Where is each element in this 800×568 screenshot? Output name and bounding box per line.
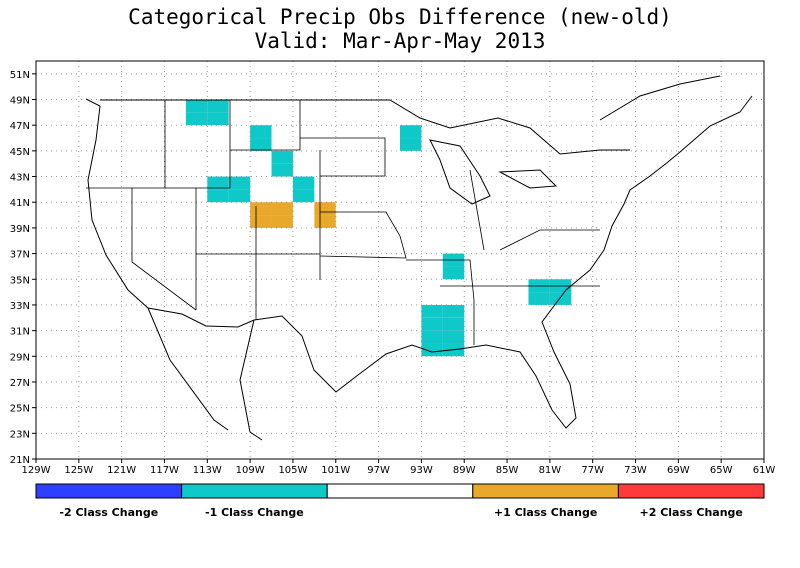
difference-cell	[271, 163, 293, 177]
lat-tick-label: 43N	[10, 173, 30, 184]
lat-tick-label: 39N	[10, 224, 30, 235]
lat-tick-label: 21N	[10, 455, 30, 466]
difference-cell	[421, 343, 443, 357]
baja-california	[147, 307, 229, 431]
legend-label: +1 Class Change	[494, 506, 597, 519]
lat-lon-grid	[35, 61, 765, 460]
lon-tick-label: 113W	[193, 465, 222, 476]
lat-tick-label: 35N	[10, 275, 30, 286]
lon-tick-label: 69W	[667, 465, 690, 476]
difference-cell	[442, 317, 465, 331]
lon-tick-label: 105W	[278, 465, 307, 476]
difference-cell	[549, 292, 572, 305]
difference-cell	[271, 202, 293, 216]
difference-cell	[271, 215, 293, 228]
hudson-bay-coast	[599, 75, 721, 121]
difference-cell	[421, 330, 443, 344]
legend-label: -2 Class Change	[59, 506, 158, 519]
lat-tick-label: 29N	[10, 352, 30, 363]
legend-swatch	[326, 483, 474, 499]
legend-swatch	[181, 483, 328, 499]
difference-cell	[207, 99, 229, 113]
lat-tick-label: 47N	[10, 121, 30, 132]
lon-tick-label: 93W	[410, 465, 433, 476]
lat-tick-label: 23N	[10, 429, 30, 440]
difference-cell	[528, 292, 550, 305]
legend-swatch	[472, 483, 619, 499]
lon-tick-label: 61W	[753, 465, 776, 476]
lat-tick-label: 41N	[10, 198, 30, 209]
difference-cell	[250, 202, 272, 216]
gulf-mexico-coast	[239, 319, 263, 441]
conus-outline	[85, 95, 753, 429]
canada-border	[100, 99, 630, 155]
lon-tick-label: 73W	[624, 465, 647, 476]
difference-cell	[442, 266, 465, 280]
lon-tick-label: 129W	[22, 465, 51, 476]
lon-tick-label: 77W	[581, 465, 604, 476]
lat-tick-label: 37N	[10, 250, 30, 261]
difference-cell	[207, 112, 229, 126]
difference-cell	[314, 202, 336, 216]
legend-label: +2 Class Change	[640, 506, 743, 519]
legend-label: -1 Class Change	[205, 506, 304, 519]
difference-cell	[228, 189, 251, 203]
difference-cell	[442, 304, 465, 318]
difference-cell	[250, 138, 272, 151]
difference-cell	[185, 112, 208, 126]
lat-tick-label: 49N	[10, 96, 30, 107]
difference-cell	[292, 176, 315, 190]
legend-swatch	[617, 483, 765, 499]
difference-cell	[421, 317, 443, 331]
latitude-labels: 21N 23N 25N 27N 29N 31N 33N 35N 37N 39N 41N 43N 45N 4…	[10, 70, 36, 466]
lat-tick-label: 51N	[10, 70, 30, 81]
lon-tick-label: 65W	[710, 465, 733, 476]
lon-tick-label: 121W	[107, 465, 136, 476]
difference-cell	[250, 215, 272, 228]
lon-tick-label: 109W	[236, 465, 265, 476]
great-lakes	[429, 139, 558, 205]
lon-tick-label: 81W	[539, 465, 562, 476]
lat-tick-label: 31N	[10, 327, 30, 338]
longitude-labels: 129W 125W 121W 117W 113W 109W 105W 101W 97W 93W 89…	[22, 459, 776, 476]
difference-cell	[228, 176, 251, 190]
lon-tick-label: 117W	[150, 465, 179, 476]
difference-cell	[207, 189, 229, 203]
lon-tick-label: 85W	[496, 465, 519, 476]
map-subtitle: Valid: Mar-Apr-May 2013	[254, 29, 546, 53]
legend: -2 Class Change -1 Class Change +1 Class C…	[35, 483, 765, 519]
lon-tick-label: 89W	[453, 465, 476, 476]
lat-tick-label: 45N	[10, 147, 30, 158]
difference-cell	[442, 330, 465, 344]
difference-cell	[314, 215, 336, 228]
map-frame	[35, 60, 765, 460]
difference-cell	[271, 150, 293, 164]
lat-tick-label: 25N	[10, 404, 30, 415]
lat-tick-label: 27N	[10, 378, 30, 389]
difference-cell	[185, 99, 208, 113]
lat-tick-label: 33N	[10, 301, 30, 312]
lon-tick-label: 125W	[64, 465, 93, 476]
map-title: Categorical Precip Obs Difference (new-o…	[128, 5, 672, 29]
difference-cells	[185, 99, 572, 357]
difference-cell	[292, 189, 315, 203]
difference-cell	[400, 125, 422, 139]
legend-swatch	[35, 483, 183, 499]
difference-cell	[207, 176, 229, 190]
difference-cell	[400, 138, 422, 151]
state-borders	[86, 100, 600, 345]
difference-cell	[250, 125, 272, 139]
coastline-and-borders	[85, 75, 753, 441]
lon-tick-label: 97W	[367, 465, 390, 476]
difference-cell	[421, 304, 443, 318]
lon-tick-label: 101W	[321, 465, 350, 476]
